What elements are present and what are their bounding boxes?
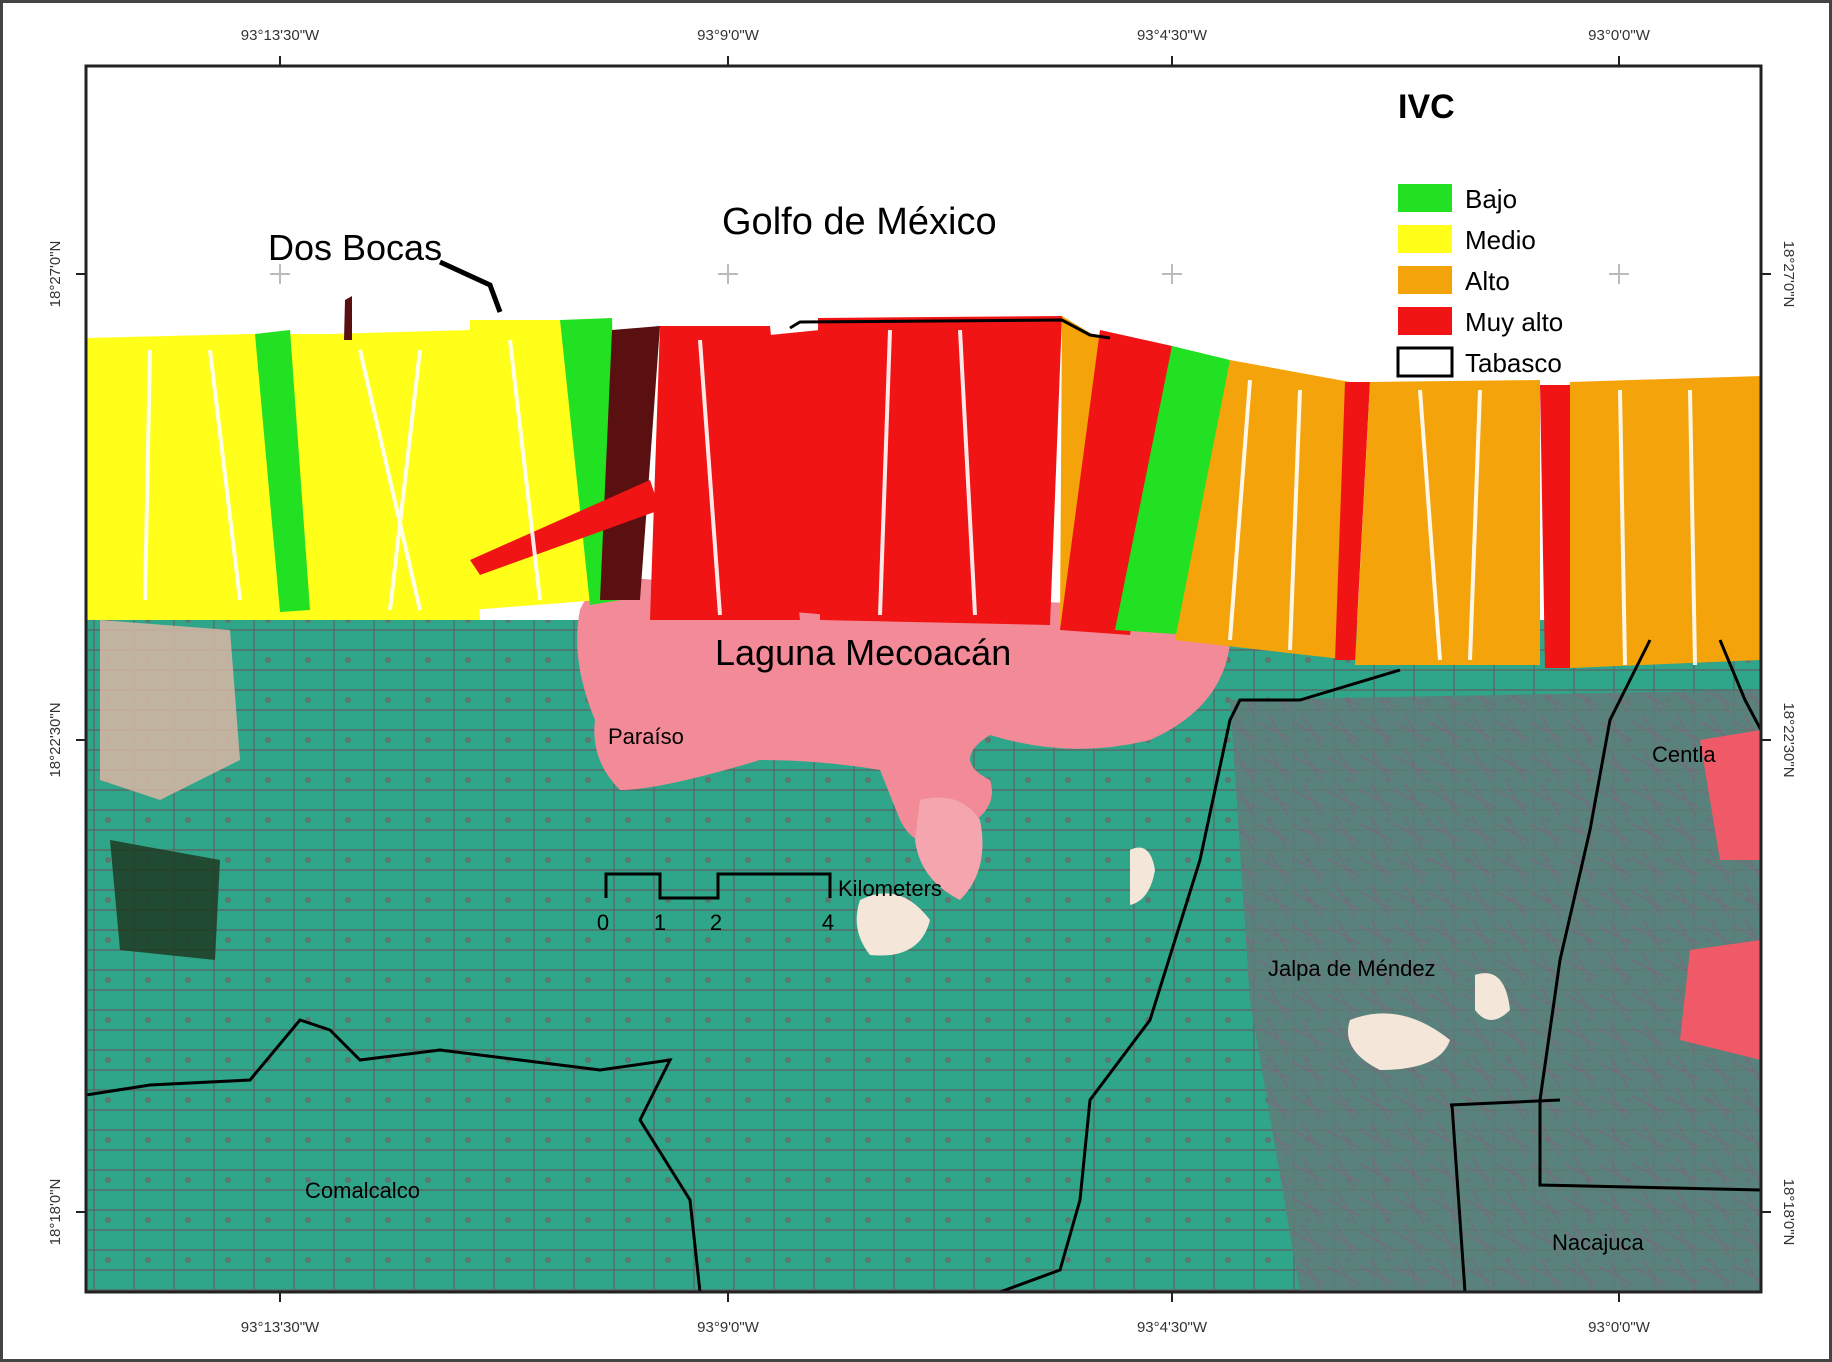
lagoon-label: Laguna Mecoacán [715, 632, 1011, 673]
right-tick-label: 18°22'30"N [1780, 702, 1797, 777]
band-bajo [1115, 346, 1230, 635]
bottom-tick-label: 93°13'30"W [241, 1319, 320, 1336]
legend-item-alto: Alto [1398, 266, 1510, 296]
right-tick-label: 18°27'0"N [1780, 241, 1797, 308]
left-tick-label: 18°22'30"N [47, 702, 64, 777]
legend-swatch [1398, 225, 1452, 253]
band-muy-alto [1060, 330, 1172, 635]
tabasco-boundary [86, 318, 1761, 1292]
white-patch [856, 893, 930, 956]
top-tick-label: 93°4'30"W [1137, 27, 1208, 44]
legend-label: Tabasco [1465, 348, 1562, 378]
left-tick-label: 18°18'0"N [47, 1179, 64, 1246]
legend-swatch [1398, 184, 1452, 212]
scale-unit: Kilometers [838, 876, 942, 901]
left-tick-label: 18°27'0"N [47, 241, 64, 308]
legend-title: IVC [1398, 88, 1455, 126]
scale-label-1: 1 [654, 910, 666, 935]
band-muy-alto [770, 330, 830, 615]
scale-label-0: 0 [597, 910, 609, 935]
legend-item-tabasco: Tabasco [1396, 346, 1562, 378]
band-alto [1175, 360, 1350, 660]
band-alto [1570, 376, 1761, 668]
white-patch [1475, 973, 1510, 1020]
legend-label: Bajo [1465, 184, 1517, 214]
dos-bocas-jetty [438, 259, 503, 313]
legend-label: Medio [1465, 225, 1536, 255]
band-muy-alto [1335, 382, 1370, 660]
scale-bar: 0 1 2 4 Kilometers [597, 872, 942, 935]
bottom-tick-label: 93°9'0"W [697, 1319, 760, 1336]
top-tick-label: 93°0'0"W [1588, 27, 1651, 44]
right-tick-label: 18°18'0"N [1780, 1179, 1797, 1246]
band-alto [1355, 380, 1540, 665]
band-muy-alto-diagonal [470, 480, 660, 575]
tick-marks [76, 56, 1771, 1302]
ivc-coastal-band [86, 316, 1761, 668]
pink-patch [1680, 940, 1761, 1060]
band-muy-alto [650, 326, 800, 620]
band-bajo [255, 330, 310, 612]
legend-label: Alto [1465, 266, 1510, 296]
legend-item-muy-alto: Muy alto [1398, 307, 1563, 337]
legend-swatch [1398, 307, 1452, 335]
grid-crosses [270, 264, 1629, 284]
town-paraiso: Paraíso [608, 724, 684, 749]
map-panel: 0 1 2 4 Kilometers Golfo de México Dos B… [86, 66, 1761, 1292]
sea-label: Golfo de México [722, 201, 997, 243]
white-patch [1348, 1013, 1450, 1070]
scale-label-4: 4 [822, 910, 834, 935]
town-nacajuca: Nacajuca [1552, 1230, 1644, 1255]
legend-item-bajo: Bajo [1398, 184, 1517, 214]
band-muy-alto [1540, 385, 1570, 668]
dark-forest-patch [110, 840, 220, 960]
legend-swatch [1396, 346, 1454, 378]
light-patch [100, 620, 240, 800]
top-tick-label: 93°9'0"W [697, 27, 760, 44]
white-patch [1130, 847, 1155, 905]
legend-item-medio: Medio [1398, 225, 1536, 255]
legend: IVC Bajo Medio Alto Muy alto Tabasco [1396, 88, 1563, 378]
town-jalpa: Jalpa de Méndez [1268, 956, 1436, 981]
jetty-dark [344, 296, 352, 340]
top-tick-label: 93°13'30"W [241, 27, 320, 44]
pink-patch [1700, 730, 1761, 860]
bottom-tick-label: 93°4'30"W [1137, 1319, 1208, 1336]
laguna-mecoacan [577, 578, 1231, 843]
town-centla: Centla [1652, 742, 1716, 767]
scale-label-2: 2 [710, 910, 722, 935]
port-label: Dos Bocas [268, 227, 442, 268]
scale-bar-line [604, 872, 832, 900]
lagoon-arm [915, 797, 983, 900]
legend-swatch [1398, 266, 1452, 294]
transect-gaps [143, 329, 1697, 666]
band-muy-alto [818, 316, 1062, 625]
band-dark [600, 326, 660, 600]
bottom-tick-label: 93°0'0"W [1588, 1319, 1651, 1336]
legend-label: Muy alto [1465, 307, 1563, 337]
map-frame [84, 64, 1763, 1294]
town-comalcalco: Comalcalco [305, 1178, 420, 1203]
